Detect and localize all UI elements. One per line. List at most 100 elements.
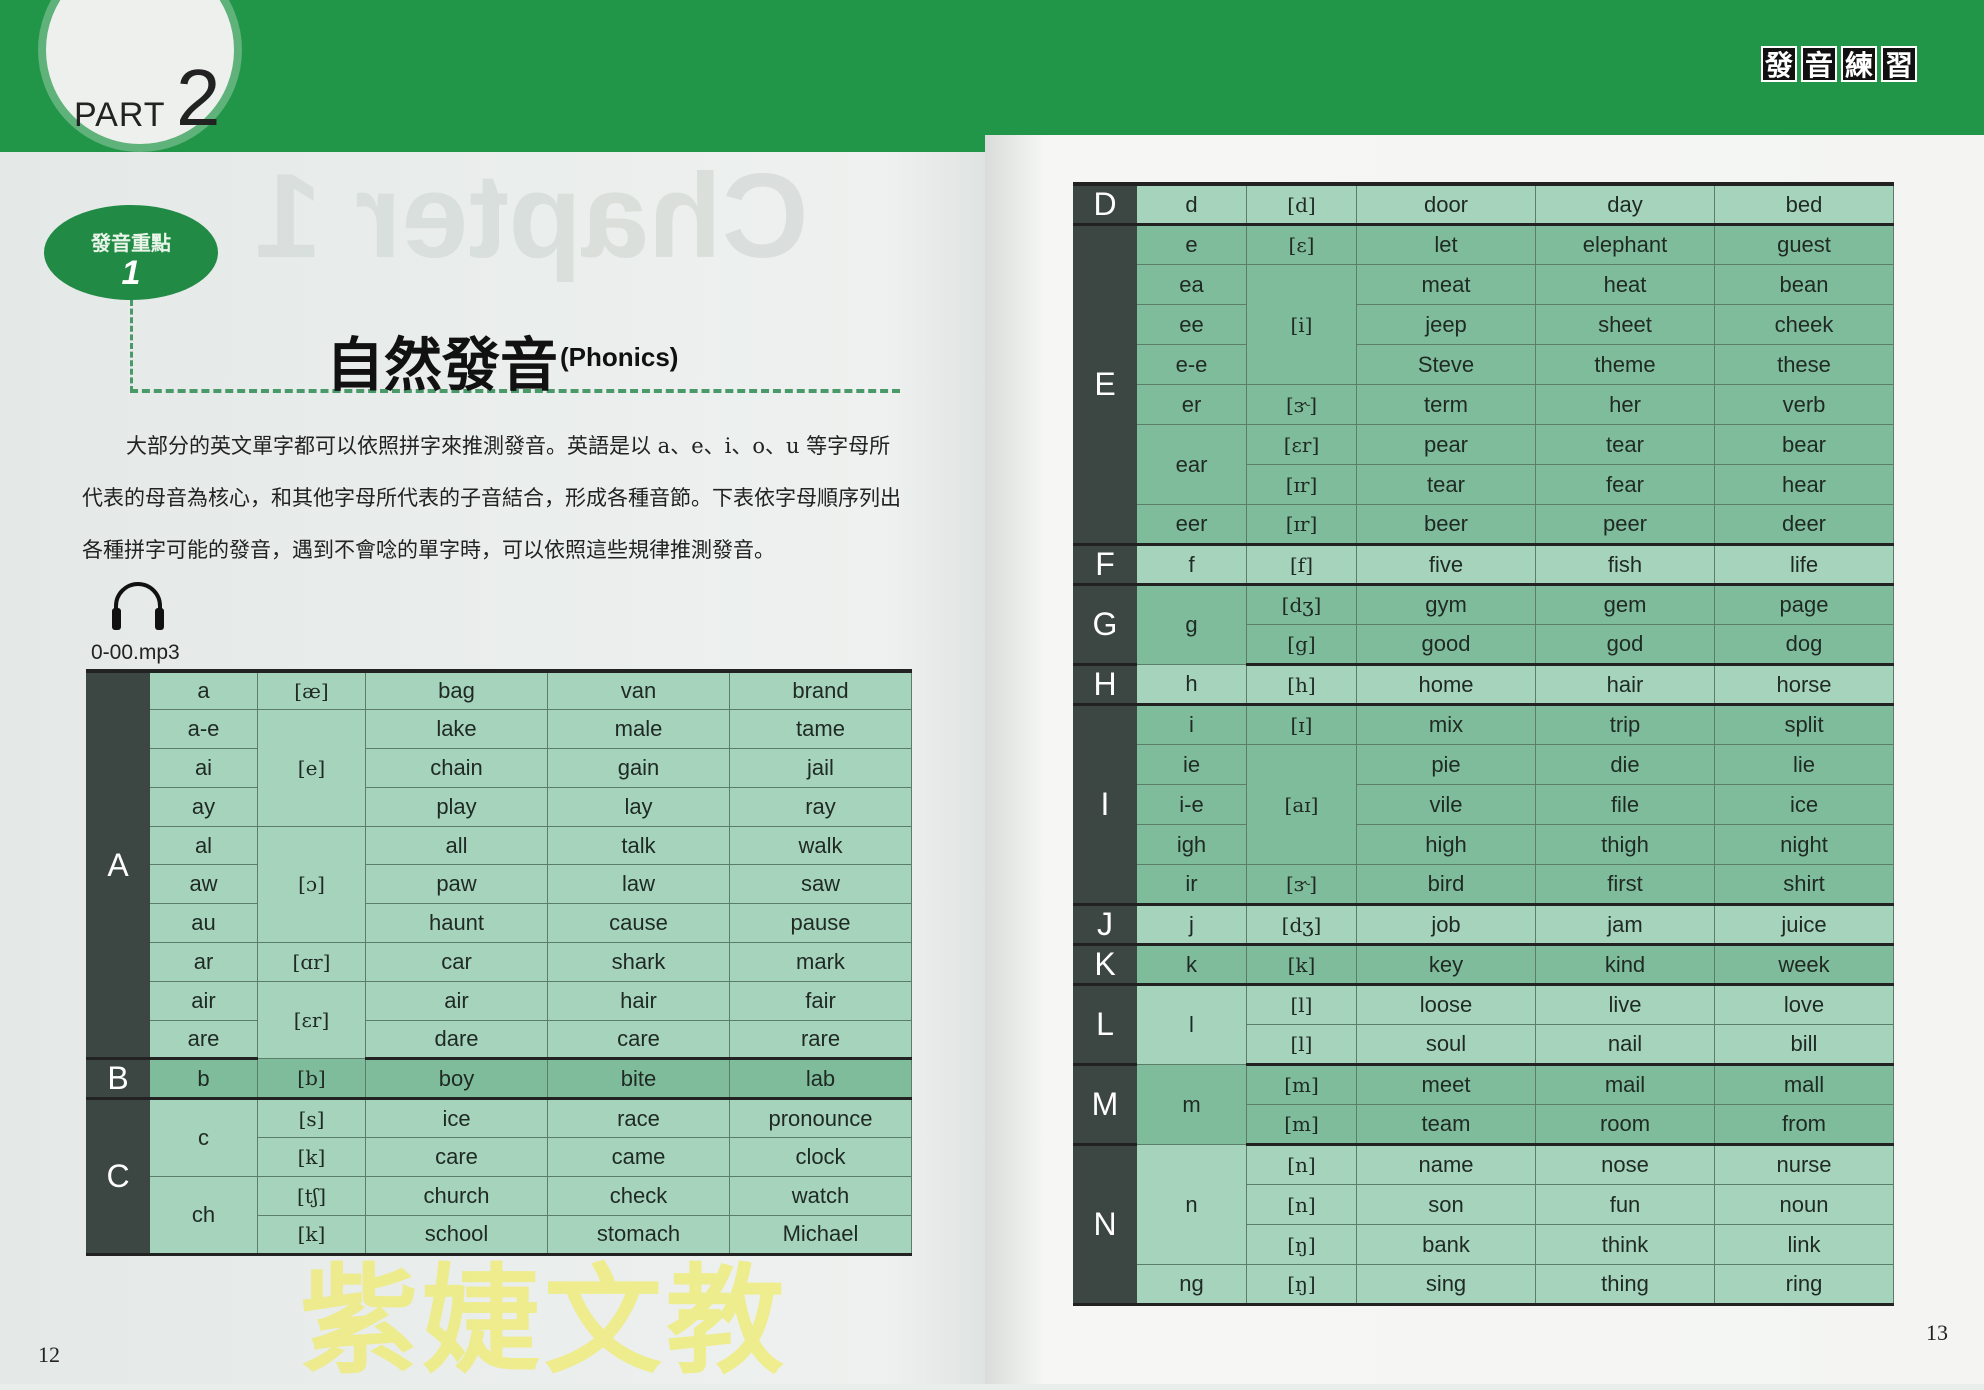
table-row: au haunt cause pause <box>87 903 912 944</box>
table-row: ar [ɑr] car shark mark <box>87 942 912 982</box>
letter-cell: A <box>86 670 150 1061</box>
letter-cell: F <box>1073 544 1137 586</box>
example-word: came <box>547 1137 730 1178</box>
example-word: paw <box>365 864 548 905</box>
example-word: bed <box>1714 183 1894 226</box>
example-word: bank <box>1356 1224 1536 1265</box>
example-word: pronounce <box>729 1098 912 1139</box>
table-row: ear [ɛr] pear tear bear <box>1074 424 1894 505</box>
ipa-cell: [ɑr] <box>257 942 366 982</box>
example-word: nurse <box>1714 1144 1894 1185</box>
example-word: tame <box>729 709 912 750</box>
ipa-cell: [m] <box>1246 1104 1357 1146</box>
example-word: elephant <box>1535 224 1715 265</box>
example-word: tear <box>1356 464 1536 505</box>
example-word: lay <box>547 786 730 827</box>
spelling-cell: ay <box>149 786 258 827</box>
example-word: all <box>365 825 548 866</box>
watermark: 紫婕文教 <box>300 1252 789 1390</box>
table-row: [ɪr] tear fear hear <box>1074 464 1894 505</box>
page-number-left: 12 <box>38 1342 60 1367</box>
table-row: igh high thigh night <box>1074 824 1894 865</box>
table-row: al [ɔ] all talk walk <box>87 825 912 944</box>
example-word: walk <box>729 825 912 866</box>
example-word: jeep <box>1356 304 1536 345</box>
table-row: air [ɛr] air hair fair <box>87 980 912 1060</box>
example-word: nail <box>1535 1024 1715 1066</box>
example-word: gem <box>1535 584 1715 625</box>
headphones-icon[interactable] <box>108 578 168 634</box>
spelling-cell: ie <box>1136 744 1247 785</box>
ipa-cell: [n] <box>1246 1184 1357 1225</box>
example-word: door <box>1356 183 1536 226</box>
spelling-cell: i-e <box>1136 784 1247 825</box>
spelling-cell: er <box>1136 384 1247 425</box>
ipa-cell: [dʒ] <box>1246 904 1357 946</box>
example-word: lie <box>1714 744 1894 785</box>
spelling-cell: are <box>149 1019 258 1061</box>
spelling-cell: air <box>149 980 258 1021</box>
example-word: fun <box>1535 1184 1715 1225</box>
part-number: 2 <box>176 53 221 142</box>
example-word: split <box>1714 704 1894 745</box>
table-row: [m] team room from <box>1074 1104 1894 1146</box>
example-word: pear <box>1356 424 1536 465</box>
spelling-cell: b <box>149 1058 258 1101</box>
letter-cell: N <box>1073 1144 1137 1306</box>
table-row: ng [ŋ] sing thing ring <box>1074 1264 1894 1306</box>
spelling-cell: ea <box>1136 264 1247 305</box>
ipa-cell: [f] <box>1246 544 1357 586</box>
table-row: eer [ɪr] beer peer deer <box>1074 504 1894 546</box>
example-word: noun <box>1714 1184 1894 1225</box>
example-word: name <box>1356 1144 1536 1185</box>
example-word: beer <box>1356 504 1536 546</box>
spelling-cell: e-e <box>1136 344 1247 385</box>
spelling-cell: h <box>1136 664 1247 706</box>
page-number-right: 13 <box>1926 1320 1948 1345</box>
example-word: let <box>1356 224 1536 265</box>
example-word: page <box>1714 584 1894 625</box>
intro-paragraph: 大部分的英文單字都可以依照拼字來推測發音。英語是以 a、e、i、o、u 等字母所… <box>82 434 901 562</box>
example-word: first <box>1535 864 1715 906</box>
ipa-cell: [ɛr] <box>1246 424 1357 465</box>
table-row: e-e Steve theme these <box>1074 344 1894 385</box>
ipa-cell: [e] <box>257 709 366 827</box>
audio-file-label[interactable]: 0-00.mp3 <box>91 641 180 664</box>
example-word: mail <box>1535 1064 1715 1105</box>
example-word: die <box>1535 744 1715 785</box>
example-word: love <box>1714 984 1894 1025</box>
table-row: ay play lay ray <box>87 786 912 827</box>
example-word: law <box>547 864 730 905</box>
spelling-cell: ai <box>149 748 258 788</box>
example-word: watch <box>729 1176 912 1216</box>
example-word: rare <box>729 1019 912 1061</box>
example-word: son <box>1356 1184 1536 1225</box>
example-word: kind <box>1535 944 1715 986</box>
example-word: fear <box>1535 464 1715 505</box>
part-label: PART <box>74 96 166 134</box>
example-word: care <box>547 1019 730 1061</box>
table-row: ie [aɪ] pie die lie <box>1074 744 1894 865</box>
ipa-cell: [ɝ] <box>1246 864 1357 906</box>
example-word: day <box>1535 183 1715 226</box>
example-word: nose <box>1535 1144 1715 1185</box>
example-word: her <box>1535 384 1715 425</box>
example-word: theme <box>1535 344 1715 385</box>
letter-cell: H <box>1073 664 1137 706</box>
example-word: sing <box>1356 1264 1536 1306</box>
spelling-cell: ng <box>1136 1264 1247 1306</box>
spelling-cell: n <box>1136 1144 1247 1265</box>
table-row: [ŋ] bank think link <box>1074 1224 1894 1265</box>
example-word: ice <box>1714 784 1894 825</box>
example-word: high <box>1356 824 1536 865</box>
example-word: gain <box>547 748 730 788</box>
